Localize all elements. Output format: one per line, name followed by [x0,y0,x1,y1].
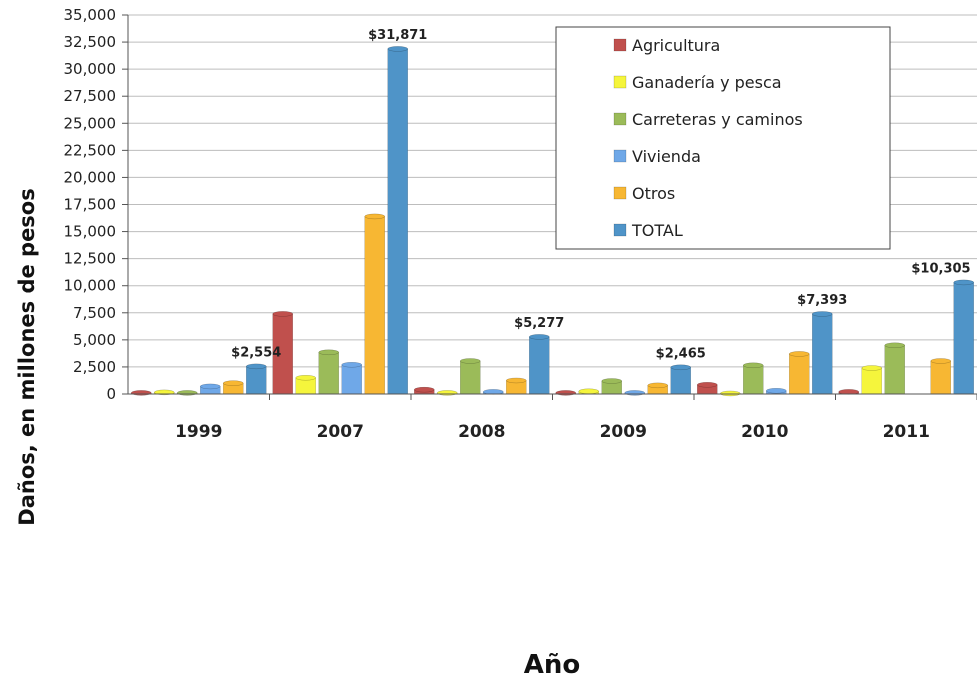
bar-cap [223,380,244,386]
legend-label: Carreteras y caminos [632,110,803,129]
bar-cap [318,349,339,356]
bar [884,345,905,395]
bar-cap [246,363,267,370]
bar [812,313,833,395]
bar-cap [131,390,152,396]
legend-swatch [613,75,627,89]
y-tick-label: 35,000 [64,6,117,24]
bar-cap [555,390,576,396]
bar-cap [506,377,527,384]
bar-cap [341,362,362,368]
tick-labels: 0 2,500 5,000 7,500 10,000 12,500 15,000 17,500… [64,6,930,442]
legend-swatch [613,112,627,126]
legend-box [555,26,891,250]
bar [930,360,951,395]
bar-cap [670,364,691,371]
bar-cap [601,378,622,384]
bar-cap [720,390,741,397]
bar-cap [789,351,810,357]
y-tick-label: 2,500 [73,358,116,376]
x-tick-label: 2009 [600,422,647,442]
bar-cap [364,213,385,220]
bar-cap [387,46,408,52]
y-tick-label: 0 [106,385,116,403]
data-label: $7,393 [797,293,847,308]
legend-swatch [613,149,627,163]
y-tick-label: 5,000 [73,331,116,349]
data-label: $31,871 [368,28,427,43]
data-label: $10,305 [911,261,970,276]
bar-cap [884,342,905,349]
data-labels: $2,554 $31,871 $5,277 $2,465 $7,393 $10,305 [231,28,970,361]
y-tick-label: 25,000 [64,114,117,132]
legend-label: TOTAL [631,221,683,240]
bar [743,365,764,395]
y-axis-title: Daños, en millones de pesos [15,188,39,525]
bar [789,353,810,395]
bar [460,360,481,395]
bar [670,367,691,395]
y-tick-label: 10,000 [64,277,117,295]
x-tick-label: 2011 [883,422,930,442]
bar [364,216,385,395]
bar-cap [861,365,882,371]
bar [318,352,339,395]
bar-cap [460,358,481,364]
bar-cap [624,390,645,396]
x-tick-label: 2007 [317,422,364,442]
x-tick-label: 2010 [741,422,788,442]
legend-label: Agricultura [632,36,720,55]
bar-cap [743,362,764,369]
bar-cap [812,311,833,317]
bar-cap [697,382,718,388]
bar-cap [578,388,599,395]
bar-cap [272,311,293,317]
legend: Agricultura Ganadería y pesca Carreteras y… [555,26,891,250]
y-tick-label: 32,500 [64,33,117,51]
bar [953,282,974,395]
y-tick-label: 22,500 [64,141,117,159]
bar-cap [529,334,550,340]
legend-label: Otros [632,184,675,203]
bar [387,48,408,395]
bar-cap [414,386,435,393]
bars [131,46,974,397]
bar [529,336,550,395]
y-tick-label: 30,000 [64,60,117,78]
y-tick-label: 7,500 [73,304,116,322]
bar-cap [930,358,951,364]
y-tick-label: 12,500 [64,250,117,268]
y-tick-label: 27,500 [64,87,117,105]
y-tick-label: 17,500 [64,196,117,214]
data-label: $2,554 [231,345,281,360]
bar-cap [200,383,221,390]
bar-cap [766,388,787,394]
bar [861,367,882,395]
legend-swatch [613,38,627,52]
data-label: $5,277 [514,316,564,331]
legend-swatch [613,186,627,200]
bar [341,364,362,395]
y-tick-label: 15,000 [64,223,117,241]
bar-cap [295,375,316,381]
data-label: $2,465 [656,346,706,361]
axes [122,14,977,400]
bar-cap [437,390,458,396]
bar-cap [647,382,668,389]
bar-cap [953,279,974,286]
legend-swatch [613,223,627,237]
legend-label: Vivienda [632,147,701,166]
x-tick-label: 1999 [175,422,222,442]
bar-cap [177,390,198,396]
bar [246,366,267,395]
y-tick-label: 20,000 [64,168,117,186]
x-axis-title: Año [524,650,581,680]
x-tick-label: 2008 [458,422,505,442]
legend-label: Ganadería y pesca [632,73,782,92]
